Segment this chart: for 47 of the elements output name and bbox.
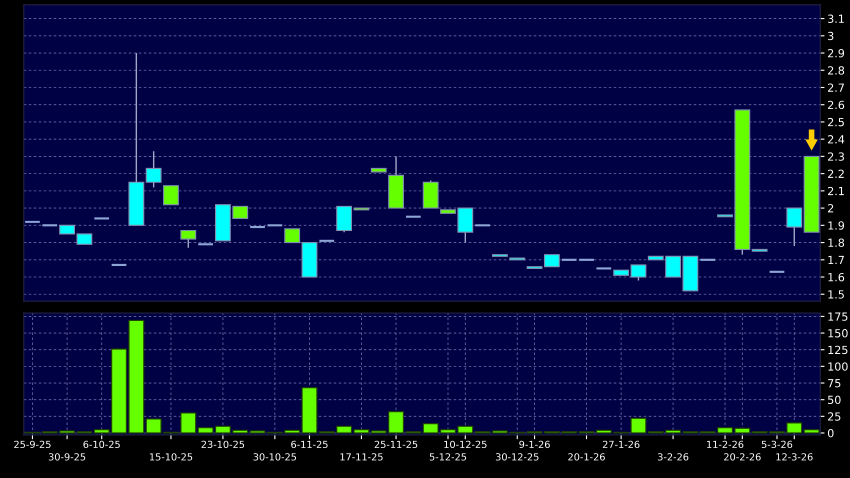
y-tick-label: 1.6 [828, 272, 844, 282]
candlestick [180, 230, 196, 248]
y-tick-label: 2 [828, 204, 834, 212]
x-tick-label: 3-2-26 [658, 453, 688, 461]
y-tick-label: 2.2 [828, 170, 844, 178]
x-tick-label: 30-12-25 [496, 453, 538, 461]
y-tick-label: 2.3 [828, 152, 844, 161]
y-tick-label: 0 [828, 428, 834, 438]
y-tick-label: 75 [828, 379, 840, 388]
y-tick-label: 150 [828, 329, 848, 338]
x-tick-label: 10-12-25 [444, 440, 487, 448]
x-tick-label: 30-10-25 [254, 453, 296, 461]
y-tick-label: 1.8 [828, 238, 844, 247]
x-tick-label: 6-11-25 [291, 440, 328, 448]
y-tick-label: 2.8 [828, 66, 844, 75]
y-tick-label: 1.7 [828, 256, 844, 264]
x-tick-label: 9-1-26 [519, 440, 550, 448]
y-tick-label: 3 [828, 32, 834, 40]
y-tick-label: 2.4 [828, 135, 844, 144]
x-tick-label: 11-2-26 [707, 440, 744, 448]
x-tick-label: 17-11-25 [340, 453, 383, 461]
candlestick [163, 185, 179, 206]
y-tick-label: 2.5 [828, 118, 844, 126]
y-tick-label: 25 [828, 412, 840, 421]
x-tick-label: 15-10-25 [150, 453, 192, 461]
y-tick-label: 50 [828, 396, 841, 404]
y-tick-label: 2.6 [828, 100, 844, 110]
x-tick-label: 23-10-25 [202, 440, 244, 448]
x-tick-label: 5-12-25 [430, 453, 466, 461]
x-tick-label: 12-3-26 [776, 453, 813, 461]
x-tick-label: 20-2-26 [724, 453, 761, 461]
y-tick-label: 2.9 [828, 49, 844, 58]
y-tick-label: 3.1 [828, 14, 844, 23]
x-tick-label: 25-11-25 [374, 440, 418, 448]
x-tick-label: 20-1-26 [568, 453, 605, 461]
y-tick-label: 1.9 [828, 221, 844, 230]
x-tick-label: 25-9-25 [14, 440, 51, 448]
y-tick-label: 2.1 [828, 186, 844, 196]
x-tick-label: 5-3-26 [762, 440, 792, 448]
y-tick-label: 2.7 [828, 83, 844, 92]
x-tick-label: 30-9-25 [48, 453, 86, 461]
y-tick-label: 1.5 [828, 290, 844, 299]
x-tick-label: 6-10-25 [83, 440, 120, 448]
y-tick-label: 125 [828, 346, 848, 354]
y-tick-label: 175 [828, 312, 848, 321]
x-tick-label: 27-1-26 [602, 440, 640, 448]
y-tick-label: 100 [828, 362, 848, 371]
